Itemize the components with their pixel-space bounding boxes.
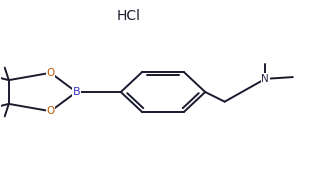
Text: HCl: HCl	[117, 10, 141, 24]
Text: O: O	[46, 106, 55, 116]
Text: N: N	[261, 74, 269, 84]
Text: O: O	[46, 68, 55, 78]
Text: B: B	[72, 87, 80, 97]
